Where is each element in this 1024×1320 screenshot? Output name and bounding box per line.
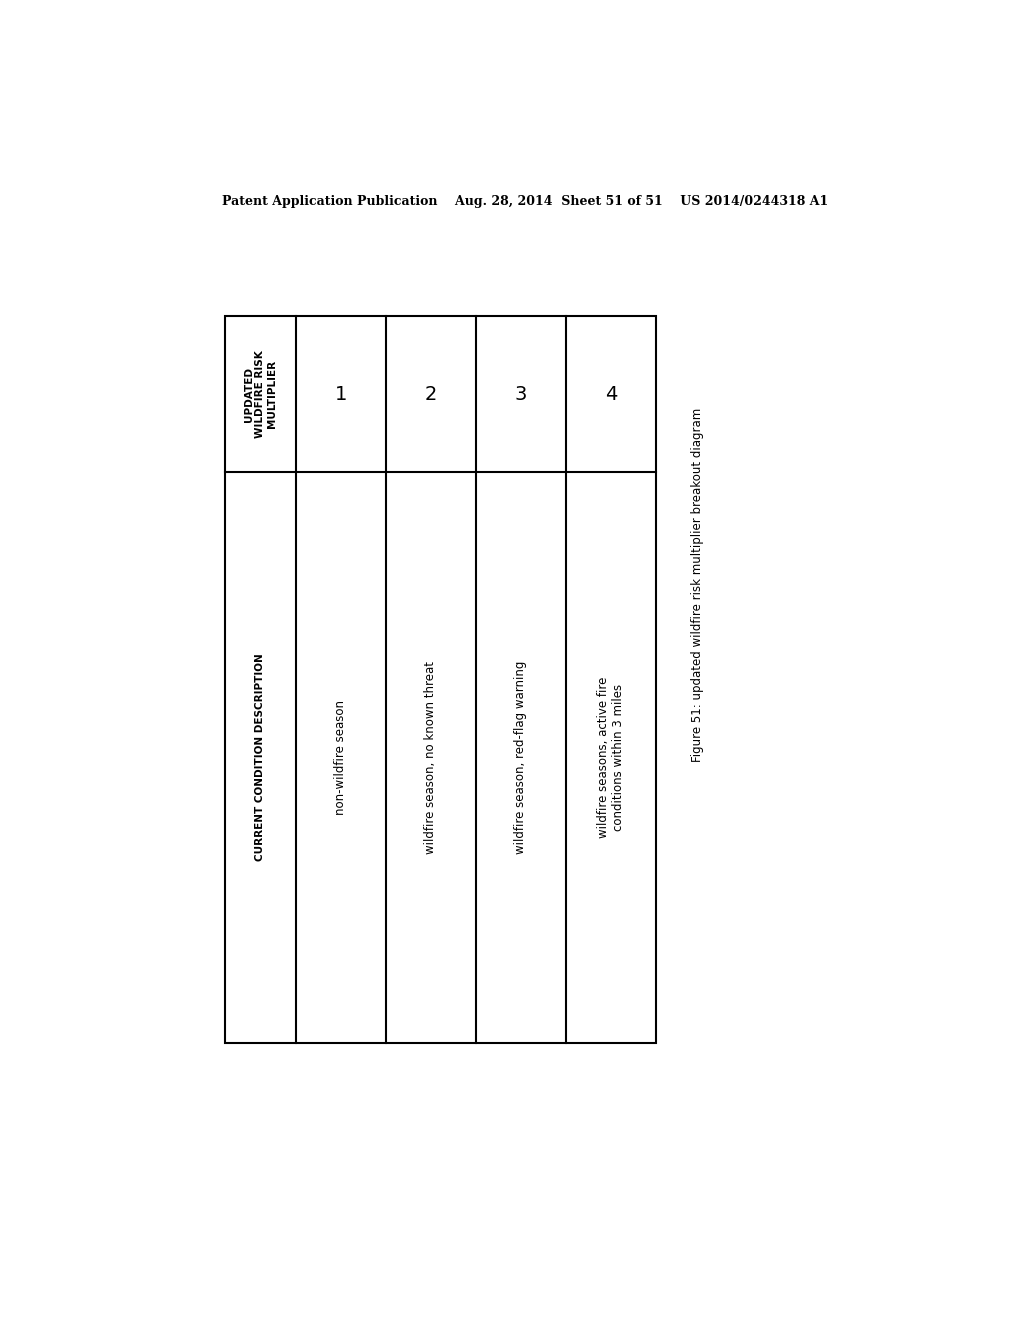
Text: 1: 1: [335, 384, 347, 404]
Text: CURRENT CONDITION DESCRIPTION: CURRENT CONDITION DESCRIPTION: [255, 653, 265, 862]
Bar: [225, 315, 655, 1043]
Text: wildfire seasons, active fire
conditions within 3 miles: wildfire seasons, active fire conditions…: [597, 677, 625, 838]
Text: 4: 4: [604, 384, 616, 404]
Text: 3: 3: [515, 384, 527, 404]
Text: non-wildfire season: non-wildfire season: [335, 700, 347, 814]
Text: UPDATED
WILDFIRE RISK
MULTIPLIER: UPDATED WILDFIRE RISK MULTIPLIER: [244, 350, 276, 438]
Text: Figure 51: updated wildfire risk multiplier breakout diagram: Figure 51: updated wildfire risk multipl…: [691, 408, 705, 763]
Text: wildfire season, no known threat: wildfire season, no known threat: [424, 661, 437, 854]
Text: wildfire season, red-flag warning: wildfire season, red-flag warning: [514, 661, 527, 854]
Text: 2: 2: [425, 384, 437, 404]
Text: Patent Application Publication    Aug. 28, 2014  Sheet 51 of 51    US 2014/02443: Patent Application Publication Aug. 28, …: [221, 194, 828, 207]
